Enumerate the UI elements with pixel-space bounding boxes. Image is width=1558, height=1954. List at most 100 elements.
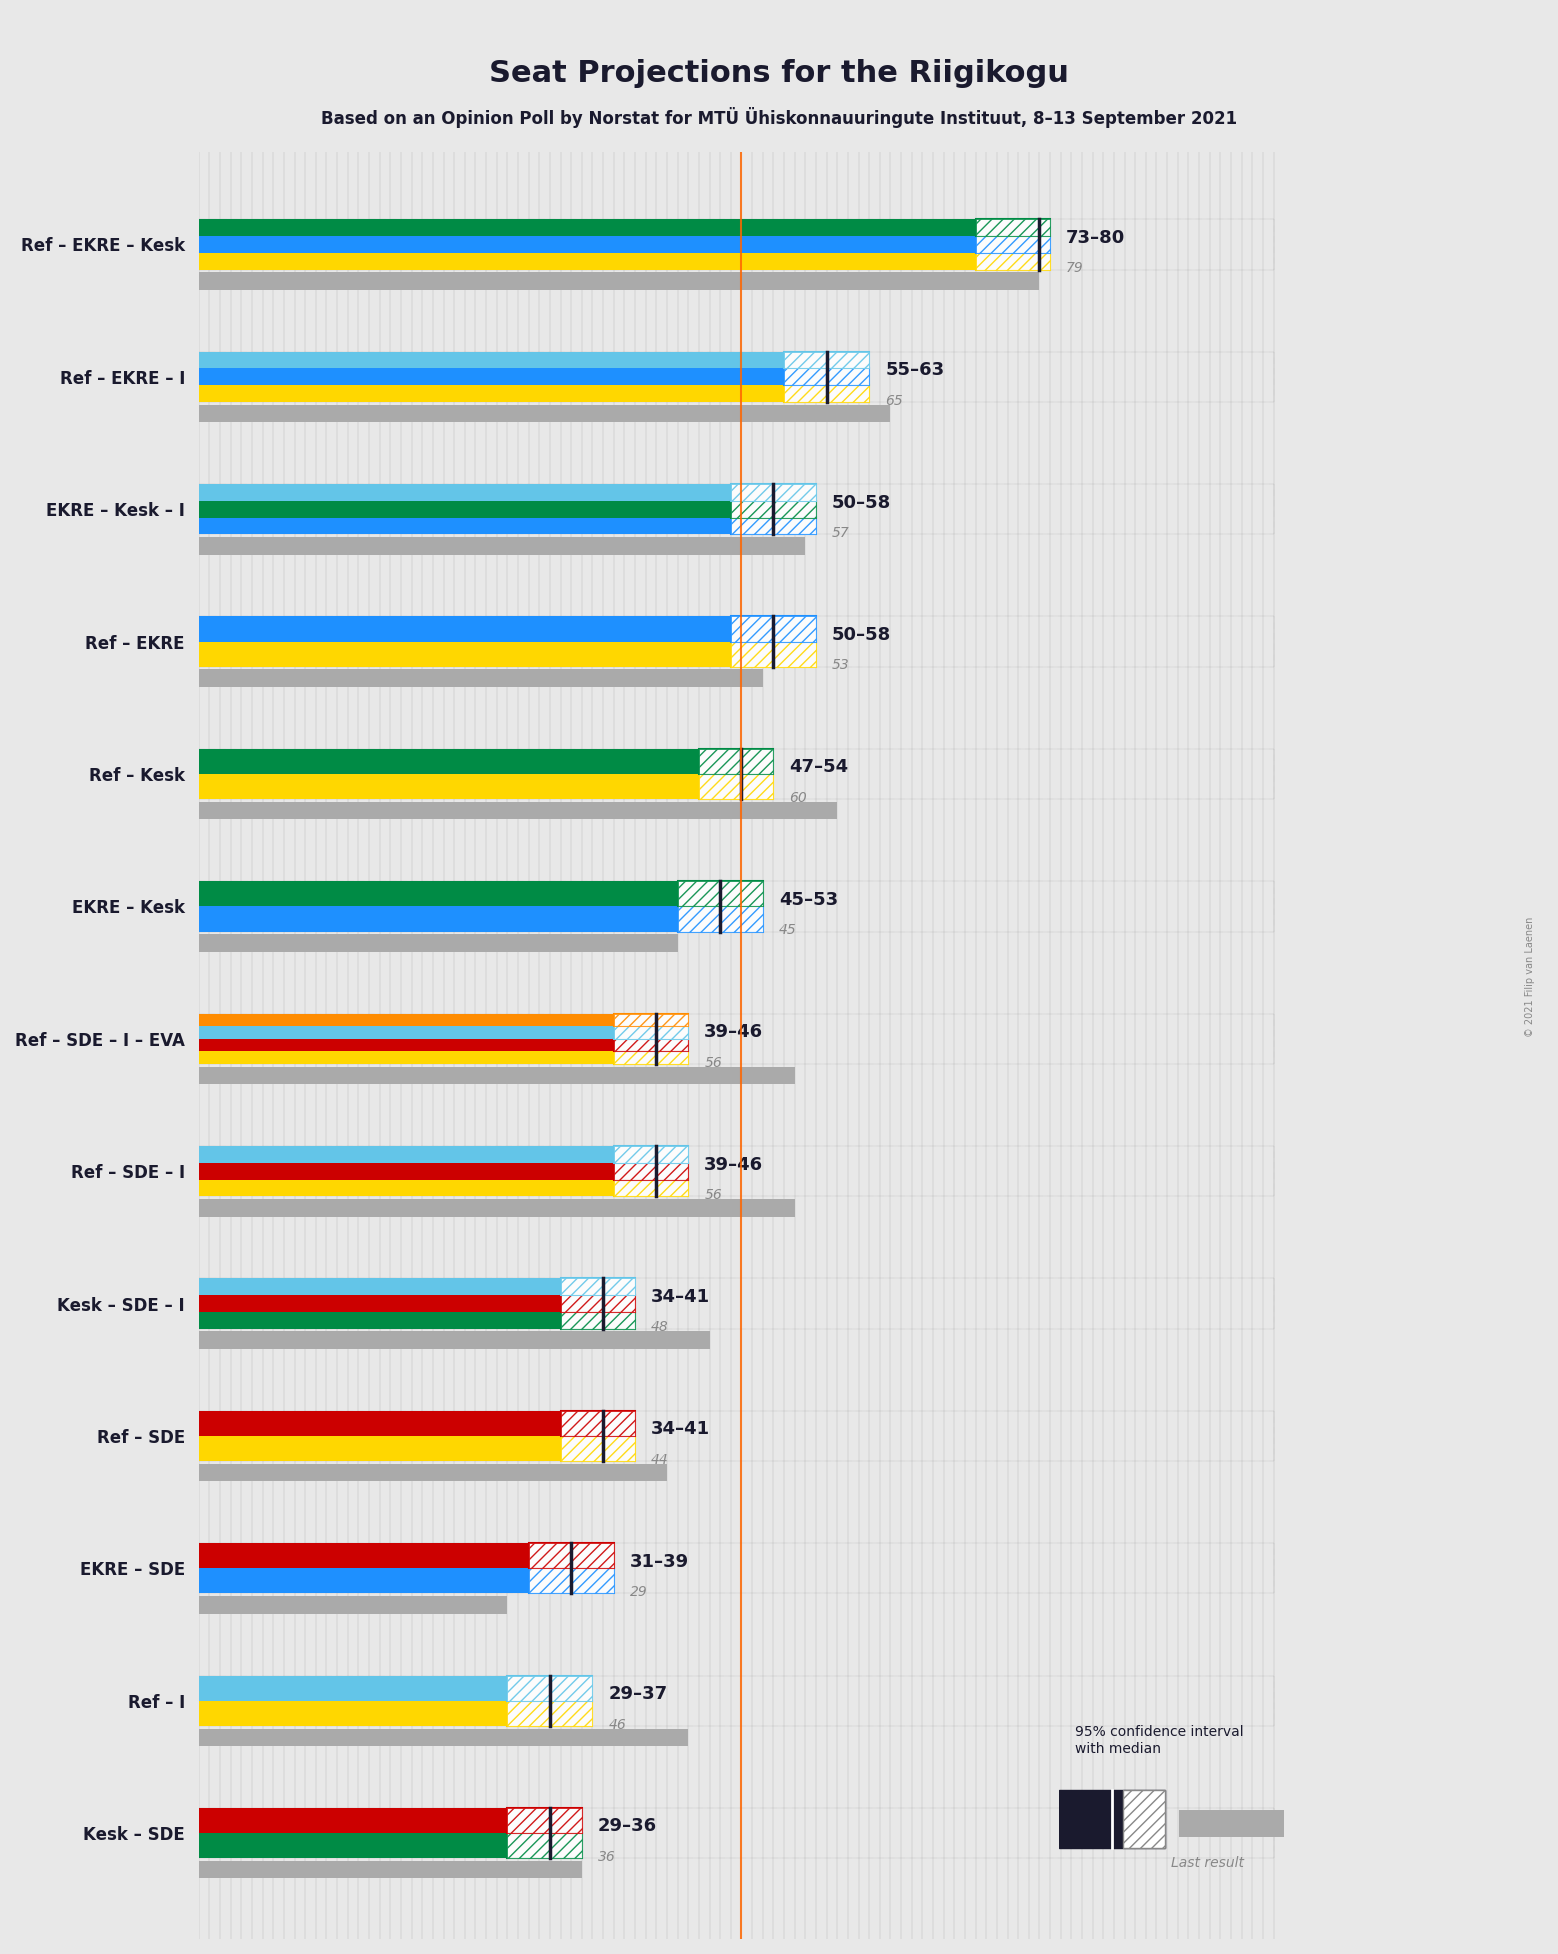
Bar xyxy=(199,485,731,500)
Bar xyxy=(199,352,784,369)
Bar xyxy=(199,272,1039,289)
Bar xyxy=(199,801,837,819)
Bar xyxy=(614,1014,689,1026)
Bar xyxy=(1179,1809,1284,1837)
Bar xyxy=(975,219,1050,236)
Bar xyxy=(199,616,731,641)
Bar xyxy=(975,252,1050,270)
Bar xyxy=(508,1807,581,1833)
Bar xyxy=(199,1067,795,1084)
Text: 29: 29 xyxy=(629,1585,648,1598)
Bar xyxy=(614,1014,689,1026)
Bar xyxy=(561,1278,636,1296)
Bar xyxy=(528,1569,614,1593)
Bar xyxy=(731,641,816,666)
Bar xyxy=(561,1436,636,1462)
Text: 39–46: 39–46 xyxy=(704,1024,763,1041)
Text: 79: 79 xyxy=(1066,262,1084,276)
Bar xyxy=(731,518,816,533)
Bar xyxy=(731,616,816,641)
Bar xyxy=(614,1040,689,1051)
Bar xyxy=(199,1145,1273,1196)
Bar xyxy=(614,1145,689,1163)
Text: Last result: Last result xyxy=(1172,1856,1243,1870)
Bar xyxy=(784,352,869,369)
Text: 46: 46 xyxy=(609,1718,626,1731)
Bar xyxy=(508,1700,592,1725)
Bar xyxy=(199,1807,508,1833)
Text: 34–41: 34–41 xyxy=(651,1288,710,1305)
Bar xyxy=(561,1311,636,1329)
Bar xyxy=(199,252,975,270)
Bar xyxy=(614,1051,689,1063)
Bar xyxy=(784,369,869,385)
Bar xyxy=(508,1675,592,1700)
Bar xyxy=(199,1569,528,1593)
Text: 50–58: 50–58 xyxy=(832,494,891,512)
Text: 53: 53 xyxy=(832,658,849,672)
Text: 65: 65 xyxy=(885,393,904,408)
Bar xyxy=(199,907,678,932)
Bar xyxy=(199,1040,614,1051)
Text: 56: 56 xyxy=(704,1055,721,1069)
Bar xyxy=(199,1163,614,1180)
Bar xyxy=(199,1411,561,1436)
Bar xyxy=(199,1833,508,1858)
Bar xyxy=(700,774,773,799)
Bar xyxy=(731,616,816,641)
Bar xyxy=(199,1331,709,1348)
Bar xyxy=(508,1700,592,1725)
Text: 95% confidence interval
with median: 95% confidence interval with median xyxy=(1075,1725,1243,1755)
Bar xyxy=(199,1026,614,1040)
Text: 55–63: 55–63 xyxy=(885,361,944,379)
Bar xyxy=(731,485,816,500)
Text: 29–36: 29–36 xyxy=(598,1817,657,1835)
Bar xyxy=(561,1411,636,1436)
Bar xyxy=(199,616,1273,666)
Bar xyxy=(700,748,773,774)
Text: 36: 36 xyxy=(598,1850,615,1864)
Bar xyxy=(199,1311,561,1329)
Bar xyxy=(731,485,816,500)
Bar xyxy=(199,352,1273,403)
Text: 45: 45 xyxy=(779,922,796,938)
Bar xyxy=(199,485,1273,533)
Bar xyxy=(199,1278,561,1296)
Bar xyxy=(199,369,784,385)
Bar xyxy=(199,748,700,774)
Bar xyxy=(561,1311,636,1329)
Bar xyxy=(528,1544,614,1569)
Bar xyxy=(199,641,731,666)
Bar xyxy=(614,1026,689,1040)
Bar xyxy=(1122,1790,1164,1848)
Bar xyxy=(199,670,763,688)
Bar xyxy=(199,537,805,555)
Bar xyxy=(199,1296,561,1311)
Bar xyxy=(199,1278,1273,1329)
Text: 60: 60 xyxy=(790,791,807,805)
Bar xyxy=(731,500,816,518)
Bar xyxy=(199,1729,689,1747)
Bar xyxy=(199,1596,508,1614)
Bar xyxy=(199,774,700,799)
Bar xyxy=(784,352,869,369)
Text: 44: 44 xyxy=(651,1452,668,1467)
Bar xyxy=(975,252,1050,270)
Text: 29–37: 29–37 xyxy=(609,1684,667,1704)
Bar xyxy=(199,881,1273,932)
Bar xyxy=(561,1296,636,1311)
Bar xyxy=(614,1180,689,1196)
Bar xyxy=(199,1411,1273,1462)
Text: Seat Projections for the Riigikogu: Seat Projections for the Riigikogu xyxy=(489,59,1069,88)
Bar xyxy=(199,219,975,236)
Bar xyxy=(784,369,869,385)
Text: 47–54: 47–54 xyxy=(790,758,849,776)
Bar xyxy=(199,500,731,518)
Text: © 2021 Filip van Laenen: © 2021 Filip van Laenen xyxy=(1525,916,1535,1038)
Bar xyxy=(199,236,975,252)
Bar xyxy=(508,1675,592,1700)
Bar xyxy=(199,1014,1273,1063)
Text: 73–80: 73–80 xyxy=(1066,229,1125,246)
Bar xyxy=(561,1411,636,1436)
Bar xyxy=(700,748,773,774)
